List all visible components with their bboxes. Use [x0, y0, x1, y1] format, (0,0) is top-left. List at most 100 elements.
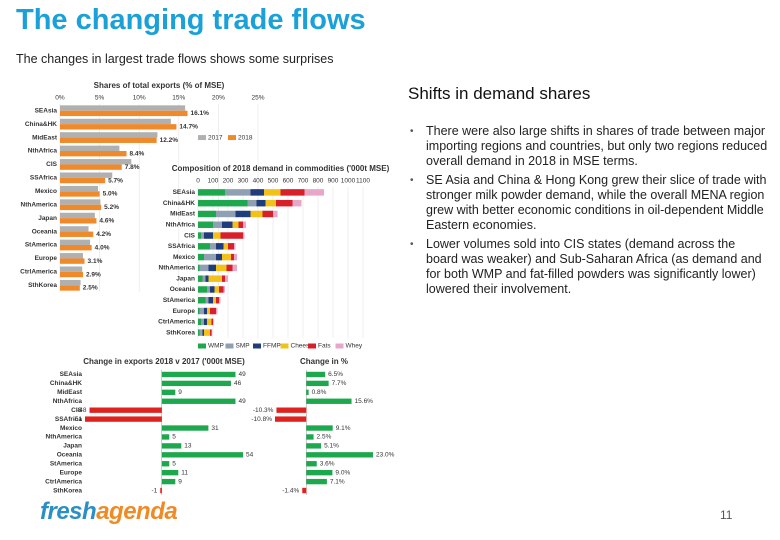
- category-label: SEAsia: [60, 371, 83, 378]
- bar: [161, 434, 170, 440]
- bar-segment: [256, 199, 266, 207]
- data-label: 5: [172, 434, 176, 441]
- bar: [161, 398, 236, 404]
- bar-segment: [199, 264, 209, 272]
- bar: [60, 145, 120, 151]
- legend-swatch: [198, 135, 206, 141]
- bar-segment: [210, 243, 216, 250]
- data-label: 16.1%: [191, 110, 210, 117]
- bar-segment: [204, 232, 213, 239]
- bar-segment: [223, 286, 225, 293]
- bar-segment: [231, 253, 234, 261]
- x-tick-label: 1000: [341, 178, 356, 185]
- bar-segment: [213, 232, 221, 239]
- category-label: Mexico: [35, 188, 57, 195]
- bar: [60, 132, 158, 138]
- bar-segment: [264, 189, 281, 196]
- category-label: NthAfrica: [166, 221, 196, 228]
- bar: [60, 285, 80, 291]
- bar-segment: [207, 318, 212, 326]
- category-label: Europe: [35, 255, 58, 262]
- bar: [276, 407, 307, 413]
- category-label: China&HK: [50, 380, 82, 387]
- category-label: MidEast: [32, 134, 58, 141]
- bar-segment: [216, 243, 224, 250]
- bar-segment: [219, 297, 221, 304]
- category-label: Oceania: [57, 452, 83, 459]
- bar-segment: [265, 199, 276, 207]
- bar: [60, 185, 99, 192]
- bar-segment: [198, 307, 200, 315]
- data-label: -1.4%: [282, 487, 299, 494]
- category-label: StAmerica: [50, 460, 83, 467]
- category-label: CtrlAmerica: [20, 269, 57, 276]
- bar: [60, 118, 171, 125]
- data-label: 49: [238, 398, 246, 405]
- data-label: -51: [73, 416, 83, 423]
- data-label: -1: [151, 487, 157, 494]
- bar: [60, 258, 85, 264]
- data-label: 2.5%: [317, 434, 332, 441]
- bar-segment: [202, 275, 206, 282]
- x-tick-label: 5%: [95, 95, 105, 102]
- bar-segment: [232, 264, 237, 272]
- bar: [60, 271, 83, 278]
- bar: [60, 124, 177, 130]
- chart-title: Composition of 2018 demand in commoditie…: [172, 164, 390, 173]
- bar: [60, 191, 100, 197]
- bar: [60, 164, 122, 170]
- category-label: China&HK: [25, 121, 57, 128]
- x-tick-label: 10%: [133, 95, 146, 102]
- data-label: 14.7%: [179, 124, 198, 131]
- bar: [60, 231, 94, 237]
- data-label: 4.2%: [96, 231, 111, 238]
- bar: [60, 204, 102, 211]
- category-label: CtrlAmerica: [45, 478, 82, 485]
- bar: [60, 226, 89, 232]
- bar-segment: [213, 221, 222, 228]
- bar: [60, 279, 81, 286]
- x-tick-label: 800: [313, 178, 324, 185]
- bar: [306, 371, 326, 378]
- bar-segment: [205, 297, 209, 304]
- bar-segment: [198, 318, 201, 326]
- bar-segment: [232, 221, 239, 228]
- category-label: SthKorea: [53, 487, 82, 494]
- category-label: Oceania: [170, 286, 196, 293]
- x-tick-label: 0: [196, 178, 200, 185]
- bar-segment: [213, 318, 214, 326]
- bar-segment: [216, 253, 222, 261]
- bar: [89, 407, 162, 413]
- bar: [60, 199, 101, 205]
- data-label: -10.3%: [253, 407, 274, 414]
- bar-segment: [198, 297, 206, 304]
- category-label: Mexico: [60, 425, 82, 432]
- bar-segment: [198, 264, 200, 272]
- bar-segment: [243, 221, 246, 228]
- data-label: 11: [181, 469, 188, 476]
- bar-segment: [198, 275, 203, 282]
- data-label: -10.8%: [251, 416, 272, 423]
- data-label: 2.5%: [83, 285, 98, 292]
- bar-segment: [222, 275, 225, 282]
- bar-segment: [276, 199, 293, 207]
- category-label: NthAmerica: [159, 265, 196, 272]
- legend-label: SMP: [236, 343, 250, 350]
- bar: [60, 172, 113, 178]
- bar-segment: [210, 329, 212, 336]
- bar: [161, 425, 209, 431]
- bar-segment: [228, 243, 234, 250]
- bar-segment: [211, 329, 213, 336]
- data-label: 7.8%: [125, 164, 140, 171]
- legend-swatch: [225, 343, 234, 349]
- logo-part: fresh: [40, 498, 97, 525]
- bar: [306, 470, 333, 476]
- legend-swatch: [198, 343, 206, 349]
- legend-swatch: [228, 135, 236, 141]
- data-label: 3.1%: [88, 258, 103, 265]
- bar-segment: [204, 329, 210, 336]
- category-label: Japan: [38, 215, 57, 222]
- bar-segment: [198, 232, 201, 239]
- bar: [161, 452, 243, 458]
